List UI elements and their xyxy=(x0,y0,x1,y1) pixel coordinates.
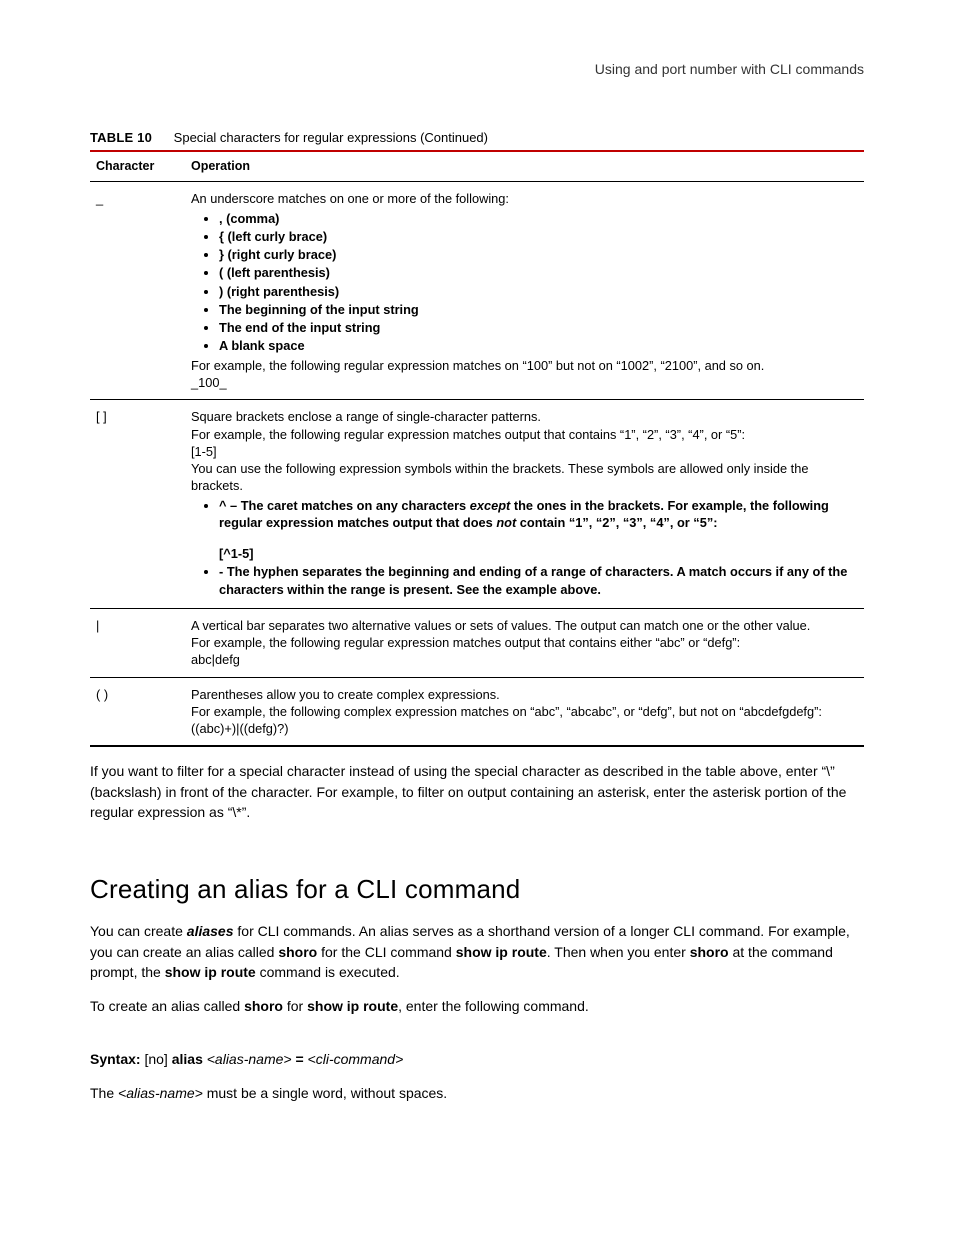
emphasis: except xyxy=(470,498,511,513)
list-item: ^ – The caret matches on any characters … xyxy=(219,497,858,563)
list-item: ( (left parenthesis) xyxy=(219,264,858,281)
bold: shoro xyxy=(278,944,317,960)
text: For example, the following complex expre… xyxy=(191,703,858,720)
table-row: [ ] Square brackets enclose a range of s… xyxy=(90,400,864,609)
emphasis: not xyxy=(496,515,516,530)
emphasis: aliases xyxy=(187,923,234,939)
cell-character: _ xyxy=(96,190,191,391)
cell-operation: Parentheses allow you to create complex … xyxy=(191,686,864,738)
text: You can create xyxy=(90,923,187,939)
list-item: { (left curly brace) xyxy=(219,228,858,245)
bold: show ip route xyxy=(307,998,398,1014)
text: command is executed. xyxy=(256,964,400,980)
list-item: The end of the input string xyxy=(219,319,858,336)
bullet-list: ^ – The caret matches on any characters … xyxy=(191,497,858,598)
col-header-character: Character xyxy=(96,158,191,175)
list-item: } (right curly brace) xyxy=(219,246,858,263)
text: for xyxy=(283,998,307,1014)
text: For example, the following regular expre… xyxy=(191,426,858,443)
text: For example, the following regular expre… xyxy=(191,357,858,374)
cell-character: | xyxy=(96,617,191,669)
text: , enter the following command. xyxy=(398,998,589,1014)
bold: shoro xyxy=(244,998,283,1014)
text: You can use the following expression sym… xyxy=(191,460,858,495)
table-row: ( ) Parentheses allow you to create comp… xyxy=(90,678,864,748)
bold: shoro xyxy=(690,944,729,960)
table-row: | A vertical bar separates two alternati… xyxy=(90,609,864,678)
text: Square brackets enclose a range of singl… xyxy=(191,408,858,425)
text: [1-5] xyxy=(191,443,858,460)
list-item: A blank space xyxy=(219,337,858,354)
bullet-list: , (comma) { (left curly brace) } (right … xyxy=(191,210,858,355)
bold: alias xyxy=(172,1051,203,1067)
bold: show ip route xyxy=(165,964,256,980)
cell-operation: An underscore matches on one or more of … xyxy=(191,190,864,391)
text: Parentheses allow you to create complex … xyxy=(191,686,858,703)
paragraph: You can create aliases for CLI commands.… xyxy=(90,921,864,982)
cell-operation: Square brackets enclose a range of singl… xyxy=(191,408,864,600)
table-number: TABLE 10 xyxy=(90,130,152,145)
text: must be a single word, without spaces. xyxy=(203,1085,447,1101)
text: abc|defg xyxy=(191,651,858,668)
text: _100_ xyxy=(191,374,858,391)
list-item: ) (right parenthesis) xyxy=(219,283,858,300)
col-header-operation: Operation xyxy=(191,158,864,175)
table-header-row: Character Operation xyxy=(90,152,864,182)
text: for the CLI command xyxy=(317,944,456,960)
paragraph: To create an alias called shoro for show… xyxy=(90,996,864,1016)
syntax-line: Syntax: [no] alias <alias-name> = <cli-c… xyxy=(90,1049,864,1069)
bold: = xyxy=(295,1051,303,1067)
text: ((abc)+)|((defg)?) xyxy=(191,720,858,737)
text: contain “1”, “2”, “3”, “4”, or “5”: xyxy=(516,515,717,530)
text: . Then when you enter xyxy=(547,944,690,960)
syntax-label: Syntax: xyxy=(90,1051,144,1067)
footnote-paragraph: If you want to filter for a special char… xyxy=(90,761,864,822)
table-row: _ An underscore matches on one or more o… xyxy=(90,182,864,400)
table-title: Special characters for regular expressio… xyxy=(174,130,488,145)
table-caption: TABLE 10 Special characters for regular … xyxy=(90,129,864,147)
text: The xyxy=(90,1085,118,1101)
italic: <cli-command> xyxy=(304,1051,404,1067)
text: [no] xyxy=(144,1051,171,1067)
cell-character: ( ) xyxy=(96,686,191,738)
list-item: , (comma) xyxy=(219,210,858,227)
text: For example, the following regular expre… xyxy=(191,634,858,651)
paragraph: The <alias-name> must be a single word, … xyxy=(90,1083,864,1103)
text: A vertical bar separates two alternative… xyxy=(191,617,858,634)
italic: <alias-name> xyxy=(203,1051,296,1067)
section-heading: Creating an alias for a CLI command xyxy=(90,872,864,907)
cell-character: [ ] xyxy=(96,408,191,600)
text: An underscore matches on one or more of … xyxy=(191,190,858,207)
list-item: The beginning of the input string xyxy=(219,301,858,318)
cell-operation: A vertical bar separates two alternative… xyxy=(191,617,864,669)
italic: <alias-name> xyxy=(118,1085,203,1101)
page-header-right: Using and port number with CLI commands xyxy=(90,60,864,79)
text: ^ – The caret matches on any characters xyxy=(219,498,470,513)
text: [^1-5] xyxy=(219,545,858,562)
list-item: - The hyphen separates the beginning and… xyxy=(219,563,858,598)
bold: show ip route xyxy=(456,944,547,960)
text: To create an alias called xyxy=(90,998,244,1014)
